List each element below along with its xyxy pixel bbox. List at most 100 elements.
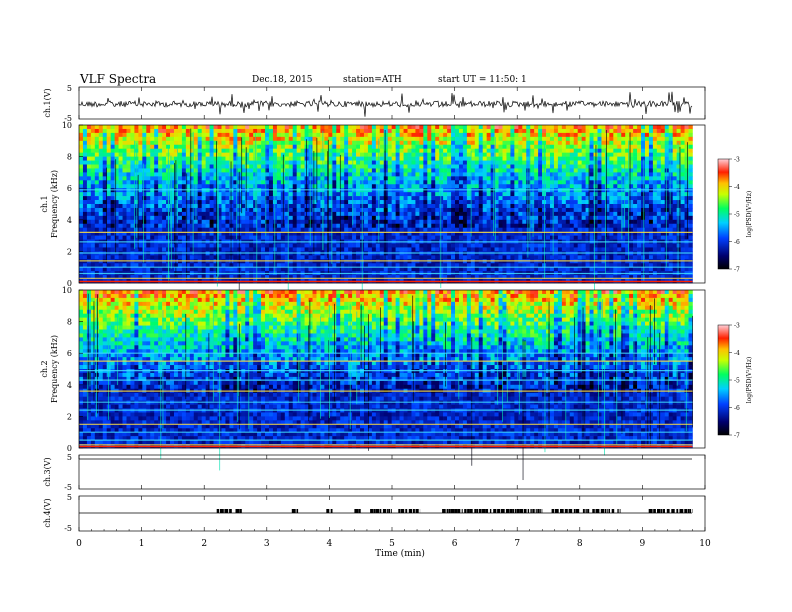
- ytick-label: 2: [67, 412, 72, 421]
- colorbar-tick-label: -7: [734, 433, 740, 440]
- ch4-pulse: [568, 509, 573, 513]
- ch4-pulse: [551, 509, 554, 513]
- time-tick-label: 0: [76, 539, 82, 549]
- ytick-label: 10: [62, 286, 72, 295]
- ch4-pulse: [662, 509, 665, 513]
- time-tick-label: 2: [201, 539, 207, 549]
- ch4-pulse: [582, 509, 585, 513]
- ch4-pulse: [689, 509, 692, 513]
- ch1-ytick-bottom: -5: [64, 114, 72, 123]
- time-tick-label: 8: [577, 539, 583, 549]
- ch4-pulse: [600, 509, 605, 513]
- ytick-label: 4: [67, 216, 72, 225]
- colorbar-tick-label: -6: [734, 239, 740, 246]
- ch3-waveform-panel: ch.3(V) 5 -5: [43, 453, 706, 492]
- ch4-ytick-top: 5: [67, 493, 72, 502]
- colorbar-tick-label: -3: [734, 323, 740, 330]
- ch4-pulse: [467, 509, 470, 513]
- ch4-pulse: [474, 509, 477, 513]
- ch4-pulse: [560, 509, 564, 513]
- ch4-pulse: [532, 509, 535, 513]
- ch2-spectrogram-image: [79, 290, 693, 481]
- ch4-pulse: [493, 509, 497, 513]
- ch2-channel-label: ch.2: [40, 360, 49, 377]
- time-tick-label: 5: [389, 539, 395, 549]
- colorbar-tick-label: -6: [734, 405, 740, 412]
- ch4-pulse: [519, 509, 523, 513]
- ch4-pulse: [679, 509, 684, 513]
- ch4-pulse: [514, 509, 517, 513]
- colorbar-tick-label: -7: [734, 267, 740, 274]
- ch4-pulse: [653, 509, 656, 513]
- time-tick-label: 9: [640, 539, 646, 549]
- colorbar-tick-label: -5: [734, 378, 740, 385]
- ch3-waveform-frame: [78, 454, 706, 490]
- ch4-pulse: [398, 509, 401, 513]
- ch4-pulse: [657, 509, 661, 513]
- station-label: station=ATH: [343, 75, 402, 85]
- figure-title: VLF Spectra: [79, 72, 156, 86]
- ch4-pulse: [505, 509, 510, 513]
- ch4-pulse: [239, 509, 242, 513]
- ch4-pulse: [592, 509, 595, 513]
- ch4-pulse: [458, 509, 461, 513]
- ch4-pulse: [539, 509, 541, 513]
- ch4-waveform-frame: [78, 495, 706, 532]
- ch4-pulse: [575, 509, 580, 513]
- ch4-pulse: [408, 509, 413, 513]
- ch3-ylabel: ch.3(V): [43, 457, 52, 486]
- colorbar-tick-label: -3: [734, 157, 740, 164]
- time-tick-label: 3: [264, 539, 270, 549]
- time-tick-label: 1: [139, 539, 145, 549]
- ch4-pulse: [688, 509, 690, 513]
- ytick-label: 4: [67, 381, 72, 390]
- ch4-pulse: [530, 509, 532, 513]
- ch1-channel-label: ch.1: [40, 195, 49, 212]
- ch4-pulse: [608, 509, 610, 513]
- ch4-pulse: [541, 509, 543, 513]
- ch4-pulse: [607, 509, 609, 513]
- ch4-pulse: [375, 509, 380, 513]
- ch4-pulse: [648, 509, 653, 513]
- ch4-pulse: [619, 509, 621, 513]
- time-axis-label: Time (min): [375, 548, 425, 559]
- ch4-waveform-panel: ch.4(V) 5 -5: [43, 493, 706, 533]
- ch4-pulse: [611, 509, 615, 513]
- ch4-pulse: [446, 509, 449, 513]
- ytick-label: 0: [67, 279, 72, 288]
- ch4-pulse: [604, 509, 607, 513]
- ch2-colorbar-label: log(PSD(V²/Hz): [746, 357, 753, 404]
- ch4-pulse: [373, 509, 376, 513]
- ch4-pulse: [501, 509, 505, 513]
- ch4-pulse: [400, 509, 405, 513]
- ytick-label: 8: [67, 318, 72, 327]
- ytick-label: 6: [67, 349, 72, 358]
- ch4-pulse: [464, 509, 467, 513]
- time-axis: 0 1 2 3 4 5 6 7 8 9 10: [76, 87, 711, 549]
- ch4-pulse: [450, 509, 455, 513]
- ch2-frequency-label: Frequency (kHz): [50, 335, 59, 403]
- ch2-spectrogram-panel: ch.2 Frequency (kHz) 0 2 4 6 8 10: [40, 286, 706, 481]
- ch4-pulse: [527, 509, 530, 513]
- ch4-pulse: [676, 509, 679, 513]
- ch4-pulse: [415, 509, 419, 513]
- ch4-pulse: [216, 509, 220, 513]
- ch4-pulse: [220, 509, 224, 513]
- ch4-pulse: [497, 509, 501, 513]
- ch2-colorbar: -3 -4 -5 -6 -7 log(PSD(V²/Hz): [717, 323, 753, 440]
- ch2-spectrogram-frame: [78, 289, 706, 449]
- ch4-pulse: [517, 509, 520, 513]
- ch4-pulse: [535, 509, 537, 513]
- ch2-yticks: 0 2 4 6 8 10: [62, 286, 83, 453]
- ch4-pulse: [235, 509, 237, 513]
- ch4-ytick-bottom: -5: [64, 524, 72, 533]
- ch4-pulse: [448, 509, 451, 513]
- ch4-pulse: [326, 509, 330, 513]
- ch4-pulse: [358, 509, 361, 513]
- ch4-pulse: [291, 509, 296, 513]
- ch1-colorbar-ticks: -3 -4 -5 -6 -7: [729, 157, 740, 274]
- ch4-pulse: [573, 509, 576, 513]
- ch4-pulse: [391, 509, 392, 513]
- ch4-pulse: [330, 509, 333, 513]
- ch4-pulse: [370, 509, 374, 513]
